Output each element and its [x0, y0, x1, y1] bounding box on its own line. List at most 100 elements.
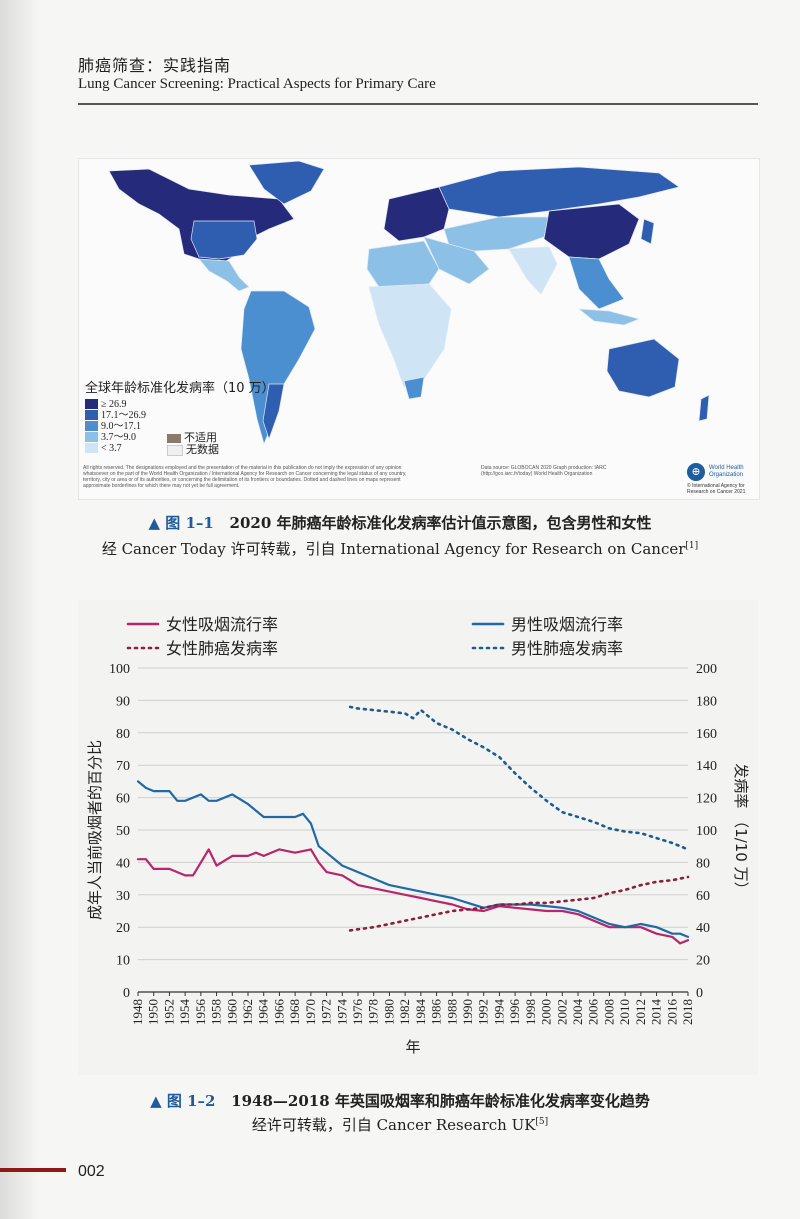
map-data-source: Data source: GLOBOCAN 2020 Graph product… [481, 465, 607, 477]
x-tick-label: 1950 [146, 999, 161, 1025]
y-left-tick-label: 100 [109, 662, 130, 677]
y-right-tick-label: 20 [696, 954, 710, 969]
y-left-tick-label: 10 [116, 954, 130, 969]
y-left-tick-label: 50 [116, 824, 130, 839]
legend-label: 男性肺癌发病率 [511, 639, 623, 658]
trend-chart-figure: 0 10 20 30 40 50 60 70 80 90 100 0 20 40 60 80 100 120 140… [78, 600, 758, 1075]
series-line [136, 780, 690, 938]
legend-label: 女性肺癌发病率 [166, 639, 278, 658]
y-left-tick-label: 80 [116, 727, 130, 742]
x-tick-label: 2014 [649, 999, 664, 1026]
x-tick-label: 1988 [444, 999, 459, 1025]
x-tick-label: 1974 [334, 999, 349, 1026]
legend-item: 9.0～17.1 [85, 421, 141, 432]
x-tick-label: 1954 [177, 999, 192, 1026]
world-map-figure: 全球年龄标准化发病率（10 万） ≥ 26.9 17.1～26.9 9.0～17… [78, 158, 760, 500]
y-left-tick-label: 0 [123, 986, 130, 1001]
x-tick-label: 2004 [570, 999, 585, 1026]
x-tick-label: 1968 [287, 999, 302, 1025]
x-tick-label: 1980 [381, 999, 396, 1025]
who-name: World Health Organization [709, 465, 744, 478]
region-australia [606, 338, 680, 398]
region-europe [383, 186, 450, 242]
legend-nodata-item: 无数据 [167, 444, 219, 456]
y-right-tick-label: 200 [696, 662, 717, 677]
y-right-tick-label: 120 [696, 792, 717, 807]
who-copyright: © International Agency for Research on C… [687, 483, 746, 495]
y-right-tick-label: 80 [696, 856, 710, 871]
y-right-tick-label: 0 [696, 986, 703, 1001]
x-tick-label: 2016 [664, 999, 679, 1026]
region-north-africa [366, 240, 440, 288]
region-argentina [262, 383, 285, 441]
legend-label: 女性吸烟流行率 [166, 615, 278, 634]
y-right-tick-label: 100 [696, 824, 717, 839]
figure1-source: 经 Cancer Today 许可转载，引自 International Age… [101, 540, 699, 558]
x-tick-label: 1952 [161, 999, 176, 1025]
region-new-zealand [698, 394, 710, 422]
map-disclaimer: All rights reserved. The designations em… [83, 465, 407, 489]
who-logo-icon: ⊕ [687, 463, 705, 481]
x-tick-label: 1994 [491, 999, 506, 1026]
x-tick-label: 1978 [366, 999, 381, 1025]
y-right-tick-label: 60 [696, 889, 710, 904]
x-tick-label: 1966 [271, 999, 286, 1026]
y-left-tick-label: 20 [116, 921, 130, 936]
x-tick-label: 1986 [429, 999, 444, 1026]
region-china [543, 203, 640, 260]
header-title-cn: 肺癌筛查：实践指南 [78, 56, 232, 75]
x-tick-label: 2000 [539, 999, 554, 1025]
series-line [136, 848, 690, 945]
x-tick-label: 1970 [303, 999, 318, 1025]
figure2-number: ▲ 图 1–2 [150, 1092, 216, 1110]
footer-accent-bar [0, 1168, 66, 1172]
region-south-america [240, 290, 316, 446]
x-tick-label: 1956 [193, 999, 208, 1026]
x-tick-label: 1960 [224, 999, 239, 1025]
x-tick-label: 1982 [397, 999, 412, 1025]
x-tick-label: 1948 [130, 999, 145, 1025]
region-greenland [248, 160, 325, 205]
series-line [348, 875, 690, 932]
x-tick-label: 2010 [617, 999, 632, 1025]
x-tick-label: 1992 [476, 999, 491, 1025]
y-left-tick-label: 90 [116, 694, 130, 709]
x-tick-label: 1962 [240, 999, 255, 1025]
legend-label: 男性吸烟流行率 [511, 615, 623, 634]
legend-item: 17.1～26.9 [85, 410, 146, 421]
figure2-source: 经许可转载，引自 Cancer Research UK[5] [251, 1116, 549, 1134]
y-left-tick-label: 70 [116, 759, 130, 774]
header-rule [78, 103, 758, 105]
y-right-tick-label: 140 [696, 759, 717, 774]
x-tick-label: 1990 [460, 999, 475, 1025]
region-japan [640, 218, 655, 245]
legend-na-item: 不适用 [167, 432, 217, 444]
x-tick-label: 2002 [554, 999, 569, 1025]
y-right-tick-label: 180 [696, 694, 717, 709]
figure1-title: 2020 年肺癌年龄标准化发病率估计值示意图，包含男性和女性 [229, 514, 652, 532]
legend-item: ≥ 26.9 [85, 399, 127, 410]
region-south-africa [403, 376, 425, 400]
x-tick-label: 1996 [507, 999, 522, 1026]
figure2-title: 1948—2018 年英国吸烟率和肺癌年龄标准化发病率变化趋势 [231, 1092, 650, 1110]
legend-swatch [85, 410, 98, 420]
x-tick-label: 2012 [633, 999, 648, 1025]
legend-item: < 3.7 [85, 443, 122, 454]
x-tick-label: 1972 [319, 999, 334, 1025]
legend-item: 3.7～9.0 [85, 432, 136, 443]
series-line [348, 705, 690, 851]
figure2-caption: ▲ 图 1–2 1948—2018 年英国吸烟率和肺癌年龄标准化发病率变化趋势 [0, 1090, 800, 1111]
world-map [108, 160, 710, 446]
x-tick-label: 1976 [350, 999, 365, 1026]
y-left-tick-label: 30 [116, 889, 130, 904]
legend-swatch [85, 432, 98, 442]
x-tick-label: 2018 [680, 999, 695, 1025]
legend-swatch [85, 421, 98, 431]
x-tick-label: 2006 [586, 999, 601, 1026]
legend-swatch [85, 399, 98, 409]
legend-swatch [85, 443, 98, 453]
x-tick-label: 1984 [413, 999, 428, 1026]
region-indonesia [577, 308, 641, 326]
x-tick-label: 1958 [209, 999, 224, 1025]
y-right-tick-label: 160 [696, 727, 717, 742]
